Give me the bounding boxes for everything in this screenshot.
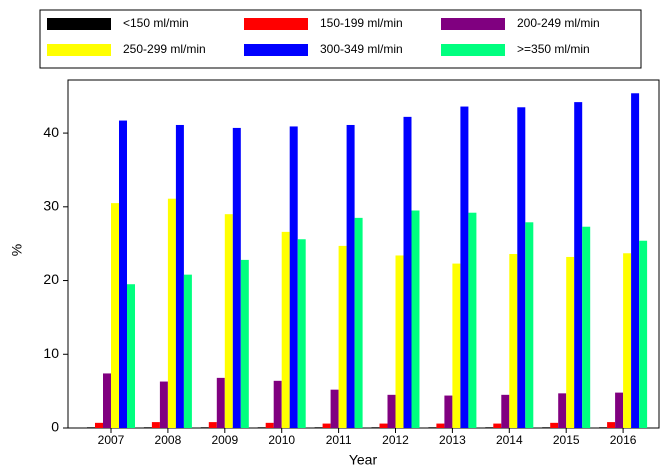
bar <box>354 217 363 428</box>
bar <box>525 222 534 428</box>
bar <box>111 203 119 428</box>
bar <box>151 422 160 428</box>
bar <box>289 126 298 428</box>
bar <box>493 423 502 428</box>
bar <box>582 226 591 428</box>
bar <box>208 422 217 428</box>
bar <box>200 427 209 428</box>
x-tick-label: 2014 <box>496 433 523 447</box>
x-tick-label: 2007 <box>98 433 125 447</box>
bar <box>395 255 404 428</box>
bar <box>240 259 249 428</box>
legend-swatch <box>244 44 308 56</box>
legend-swatch <box>47 18 111 30</box>
y-tick-label: 30 <box>43 198 59 214</box>
bar <box>517 107 526 428</box>
bar <box>371 427 380 428</box>
bar <box>119 120 127 429</box>
bar <box>167 198 176 428</box>
bar <box>387 394 396 428</box>
x-tick-label: 2011 <box>326 433 352 447</box>
bar <box>297 239 306 428</box>
bar <box>460 106 469 429</box>
legend-swatch <box>441 44 505 56</box>
bar <box>338 245 347 428</box>
bar <box>403 116 412 428</box>
legend-label: <150 ml/min <box>123 16 189 30</box>
bar <box>346 124 355 428</box>
bar <box>444 395 453 428</box>
x-tick-label: 2012 <box>382 433 409 447</box>
bar <box>183 274 192 428</box>
bar <box>281 231 290 428</box>
bar <box>485 427 494 428</box>
bar <box>428 427 437 428</box>
bar <box>607 422 616 428</box>
x-tick-label: 2016 <box>610 433 637 447</box>
x-tick-label: 2010 <box>268 433 295 447</box>
x-axis-title: Year <box>349 452 378 468</box>
y-axis-title: % <box>9 244 25 256</box>
bar <box>566 256 575 428</box>
y-tick-label: 0 <box>51 419 59 435</box>
bar <box>542 427 551 428</box>
bar <box>639 240 648 428</box>
legend-swatch <box>244 18 308 30</box>
bar <box>143 427 152 428</box>
y-tick-label: 10 <box>43 345 59 361</box>
legend-label: 150-199 ml/min <box>320 16 403 30</box>
bar <box>175 124 184 428</box>
y-tick-label: 40 <box>43 124 59 140</box>
legend-label: >=350 ml/min <box>517 42 590 56</box>
bar <box>87 427 95 428</box>
legend-box <box>39 9 642 69</box>
bar <box>501 394 510 428</box>
bar <box>615 392 624 428</box>
bar <box>273 380 282 428</box>
x-tick-label: 2013 <box>439 433 466 447</box>
bar <box>452 263 461 428</box>
bar <box>159 381 168 428</box>
bar <box>599 427 608 428</box>
x-tick-label: 2008 <box>155 433 182 447</box>
legend-label: 200-249 ml/min <box>517 16 600 30</box>
bar <box>224 214 233 428</box>
bar <box>103 373 111 428</box>
bar <box>232 127 241 428</box>
y-tick-label: 20 <box>43 271 59 287</box>
bar <box>379 423 388 428</box>
bar <box>550 422 559 428</box>
legend-swatch <box>441 18 505 30</box>
x-tick-label: 2009 <box>211 433 238 447</box>
legend-label: 250-299 ml/min <box>123 42 206 56</box>
x-tick-label: 2015 <box>553 433 580 447</box>
bar <box>95 422 103 428</box>
legend-label: 300-349 ml/min <box>320 42 403 56</box>
bar <box>623 253 632 428</box>
bar <box>265 422 274 428</box>
bar <box>468 212 477 428</box>
bar <box>631 93 640 429</box>
bar <box>257 427 266 428</box>
bar <box>436 423 445 428</box>
legend-swatch <box>47 44 111 56</box>
bar <box>411 210 420 428</box>
plot-frame <box>67 79 660 429</box>
bar <box>558 393 567 428</box>
bar <box>127 284 135 428</box>
bar <box>509 254 518 428</box>
bar <box>216 377 225 428</box>
bar <box>322 423 331 428</box>
bar <box>330 389 339 428</box>
bar <box>314 427 323 428</box>
bar <box>574 102 583 428</box>
